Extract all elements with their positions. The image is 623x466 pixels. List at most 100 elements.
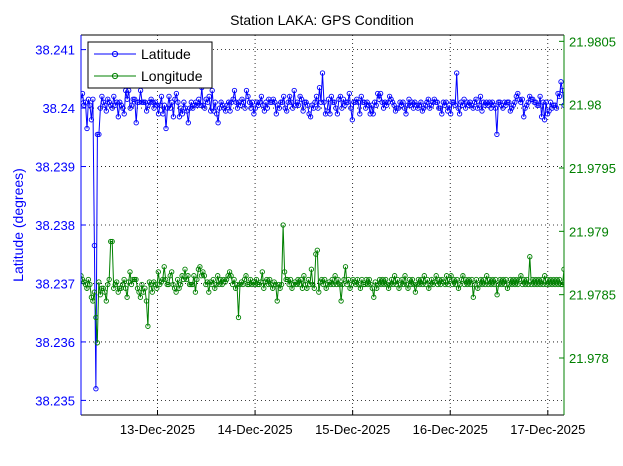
right-tick-label: 21.9805 [569,34,616,49]
data-point-latitude [358,93,364,100]
data-point-latitude [170,114,177,120]
data-point-latitude [482,102,488,108]
data-point-latitude [206,93,212,100]
data-point-longitude [427,281,433,288]
data-point-latitude [521,114,527,120]
data-point-latitude [285,99,291,105]
data-point-longitude [366,276,372,283]
data-point-latitude [400,99,406,105]
data-point-latitude [552,102,558,108]
data-point-latitude [530,96,536,102]
data-point-latitude [303,99,309,105]
data-point-latitude [146,99,153,105]
data-point-longitude [449,281,456,288]
data-point-latitude [357,111,363,117]
data-point-longitude [133,276,139,283]
data-point-latitude [185,120,191,126]
data-point-latitude [366,102,372,108]
data-point-latitude [394,105,400,111]
data-point-latitude [346,90,352,97]
data-point-latitude [295,102,302,108]
data-point-longitude [549,281,555,288]
data-point-latitude [506,99,512,105]
data-point-longitude [542,273,548,279]
data-point-latitude [118,102,124,108]
data-point-longitude [204,279,210,285]
data-point-longitude [91,289,98,295]
data-point-latitude [416,102,423,108]
data-point-longitude [461,281,468,288]
data-point-latitude [425,96,431,102]
data-point-latitude [427,105,433,111]
data-point-latitude [319,70,326,76]
data-point-longitude [301,273,307,279]
data-point-latitude [169,99,175,105]
data-point-longitude [137,294,144,300]
data-point-latitude [100,99,107,105]
data-point-latitude [88,117,95,123]
data-point-latitude [524,102,530,108]
data-point-latitude [544,111,551,117]
data-point-longitude [273,281,279,288]
data-point-latitude [422,102,429,108]
data-point-longitude [109,238,115,245]
data-point-longitude [466,276,472,283]
data-point-longitude [418,276,424,283]
data-point-longitude [531,281,537,288]
data-point-latitude [145,102,151,108]
data-point-longitude [94,340,100,346]
data-point-longitude [506,281,512,288]
data-point-latitude [264,105,270,111]
data-point-longitude [234,281,240,288]
data-point-longitude [328,281,334,288]
data-point-longitude [108,238,114,245]
data-point-latitude [461,96,467,102]
data-point-longitude [228,273,234,279]
data-point-latitude [242,105,248,111]
data-point-latitude [139,99,145,105]
data-point-latitude [388,96,394,102]
data-point-longitude [259,269,265,275]
data-point-latitude [307,114,314,120]
data-point-longitude [400,281,407,288]
data-point-latitude [245,93,251,100]
data-point-latitude [318,99,324,105]
right-tick-label: 21.9785 [569,288,616,303]
data-point-latitude [205,99,211,105]
data-point-longitude [336,281,343,288]
data-point-latitude [301,99,308,105]
data-point-latitude [167,105,174,111]
data-point-longitude [186,281,193,288]
data-point-longitude [399,276,405,283]
data-point-latitude [187,105,193,111]
data-point-longitude [415,276,422,283]
data-point-longitude [131,276,138,283]
data-point-latitude [541,117,548,123]
data-point-latitude [297,93,303,100]
data-point-latitude [313,93,320,100]
data-point-latitude [173,90,180,97]
data-point-latitude [485,102,491,108]
data-point-longitude [537,281,543,288]
data-point-longitude [287,276,294,283]
data-point-longitude [127,269,133,275]
data-point-latitude [437,105,443,111]
data-point-longitude [546,281,552,288]
data-point-latitude [152,99,159,105]
right-tick-label: 21.979 [569,224,609,239]
data-point-longitude [521,276,527,283]
data-point-latitude [510,102,516,108]
data-point-longitude [246,281,252,288]
data-point-longitude [185,273,191,279]
data-point-latitude [175,99,181,105]
data-point-longitude [402,273,408,279]
data-point-longitude [550,276,557,283]
data-point-latitude [375,90,381,97]
data-point-longitude [145,323,151,329]
data-point-latitude [231,87,238,94]
data-point-latitude [81,90,86,97]
data-point-latitude [240,99,247,105]
data-point-latitude [237,102,244,108]
data-point-longitude [378,281,384,288]
data-point-longitude [381,281,387,288]
